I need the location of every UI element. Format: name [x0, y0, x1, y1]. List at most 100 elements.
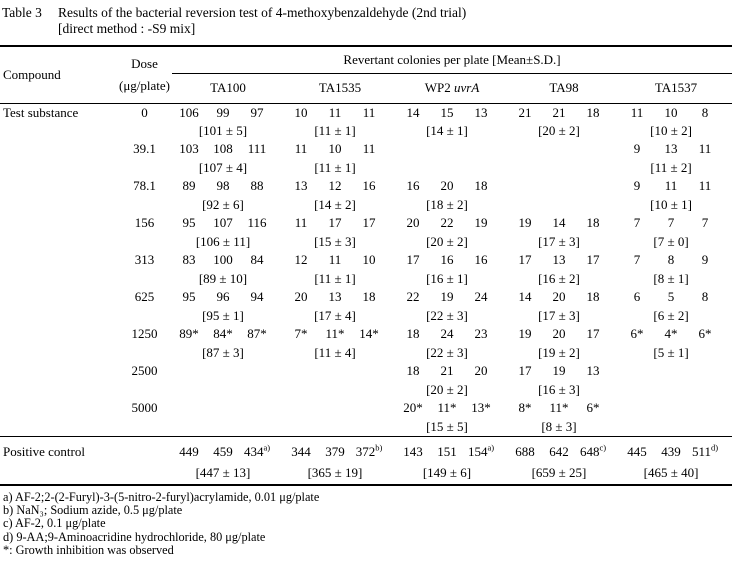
cell-value: 89 [182, 178, 196, 194]
cell-mean: [6 ± 2] [653, 307, 689, 323]
cell-value: 21 [440, 363, 454, 379]
cell-value: 9 [633, 178, 641, 194]
table-row-values: Positive control 449 459 434a) 344 379 372b) 14… [0, 436, 732, 462]
cell-value: 20 [294, 289, 308, 305]
cell-mean: [22 ± 3] [426, 344, 468, 360]
strain-values-cell: 19 20 17 [508, 325, 620, 344]
cell-value: 103 [179, 141, 199, 157]
cell-value: 20 [552, 326, 566, 342]
cell-value: 96 [216, 289, 230, 305]
cell-mean [284, 381, 396, 400]
strain-values-cell [620, 362, 732, 381]
value-row: 83 100 84 [172, 252, 274, 268]
strain-values-cell: 89* 84* 87* [172, 325, 284, 344]
cell-value: 18 [586, 289, 600, 305]
strain-values-cell: 12 11 10 [284, 251, 396, 270]
cell-value: 648c) [579, 442, 607, 460]
cell-value: 17 [518, 252, 532, 268]
cell-value: 24 [440, 326, 454, 342]
cell-value: 20* [403, 400, 423, 416]
cell-value: 18 [406, 363, 420, 379]
strain-values-cell: 20* 11* 13* [396, 399, 508, 418]
strain-values-cell: 6 5 8 [620, 288, 732, 307]
cell-mean: [17 ± 3] [538, 307, 580, 323]
value-row: 7 7 7 [620, 215, 722, 231]
cell-value: 6* [698, 326, 712, 342]
cell-mean [508, 159, 620, 178]
value-row: 12 11 10 [284, 252, 386, 268]
cell-value: 13 [664, 141, 678, 157]
strain-values-cell: 89 98 88 [172, 177, 284, 196]
cell-mean: [15 ± 5] [426, 418, 468, 434]
strain-values-cell [396, 140, 508, 159]
cell-value: 108 [213, 141, 233, 157]
cell-value: 9 [633, 141, 641, 157]
dose-cell: 5000 [131, 400, 158, 416]
test-substance-rows: Test substance 0 106 99 97 10 11 11 14 15 13 21 21 18… [0, 103, 732, 436]
cell-value: 8 [667, 252, 675, 268]
dose-column-header: Dose (μg/plate) [117, 46, 172, 104]
cell-value: 94 [250, 289, 264, 305]
footnote-c: c) AF-2, 0.1 μg/plate [3, 516, 106, 531]
strain-values-cell: 445 439 511d) [620, 436, 732, 462]
table-row-means: [101 ± 5] [11 ± 1] [14 ± 1] [20 ± 2] [10 ± 2… [0, 122, 732, 141]
value-row: 89 98 88 [172, 178, 274, 194]
cell-value: 18 [406, 326, 420, 342]
cell-value: 22 [406, 289, 420, 305]
cell-value: 9 [701, 252, 709, 268]
dose-cell [117, 196, 172, 215]
dose-header-line1: Dose [131, 55, 158, 71]
cell-value: 87* [247, 326, 267, 342]
compound-cell [0, 177, 117, 196]
cell-value: 100 [213, 252, 233, 268]
cell-mean: [14 ± 2] [314, 196, 356, 212]
cell-value: 22 [440, 215, 454, 231]
cell-value: 14* [359, 326, 379, 342]
cell-value: 24 [474, 289, 488, 305]
cell-mean: [16 ± 3] [538, 381, 580, 397]
table-row-values: 313 83 100 84 12 11 10 17 16 16 17 13 17 7 8 9 [0, 251, 732, 270]
dose-cell [117, 233, 172, 252]
cell-mean: [8 ± 3] [541, 418, 577, 434]
value-row: 10 11 11 [284, 105, 386, 121]
cell-value: 6 [633, 289, 641, 305]
compound-cell [0, 196, 117, 215]
table-row-values: 156 95 107 116 11 17 17 20 22 19 19 14 18 7 7 7 [0, 214, 732, 233]
value-row: 103 108 111 [172, 141, 274, 157]
compound-cell [0, 140, 117, 159]
strain-values-cell [508, 140, 620, 159]
cell-mean [172, 418, 284, 437]
cell-value: 12 [328, 178, 342, 194]
dose-cell: 313 [134, 252, 155, 268]
strain-values-cell: 688 642 648c) [508, 436, 620, 462]
compound-cell [0, 381, 117, 400]
strain-header-ta1535: TA1535 [284, 73, 396, 104]
cell-mean: [14 ± 1] [426, 122, 468, 138]
cell-mean [172, 381, 284, 400]
table-row-means: [20 ± 2] [16 ± 3] [0, 381, 732, 400]
cell-value: 445 [627, 444, 647, 460]
cell-mean: [19 ± 2] [538, 344, 580, 360]
cell-value: 13 [294, 178, 308, 194]
cell-mean: [7 ± 0] [653, 233, 689, 249]
table-row-means: [87 ± 3] [11 ± 4] [22 ± 3] [19 ± 2] [5 ± 1] [0, 344, 732, 363]
strain-values-cell: 17 19 13 [508, 362, 620, 381]
value-row: 11 17 17 [284, 215, 386, 231]
compound-cell [0, 399, 117, 418]
cell-value: 20 [440, 178, 454, 194]
value-row: 11 10 11 [284, 141, 386, 157]
strain-values-cell [172, 399, 284, 418]
dose-cell: 78.1 [133, 178, 156, 194]
cell-value: 11 [328, 252, 342, 268]
strain-values-cell: 7 8 9 [620, 251, 732, 270]
strain-values-cell: 14 20 18 [508, 288, 620, 307]
strain-values-cell: 19 14 18 [508, 214, 620, 233]
strain-values-cell: 21 21 18 [508, 103, 620, 122]
strain-values-cell [620, 399, 732, 418]
value-row: 6 5 8 [620, 289, 722, 305]
cell-value: 23 [474, 326, 488, 342]
value-row: 14 15 13 [396, 105, 498, 121]
cell-value: 16 [406, 178, 420, 194]
strain-values-cell: 18 21 20 [396, 362, 508, 381]
